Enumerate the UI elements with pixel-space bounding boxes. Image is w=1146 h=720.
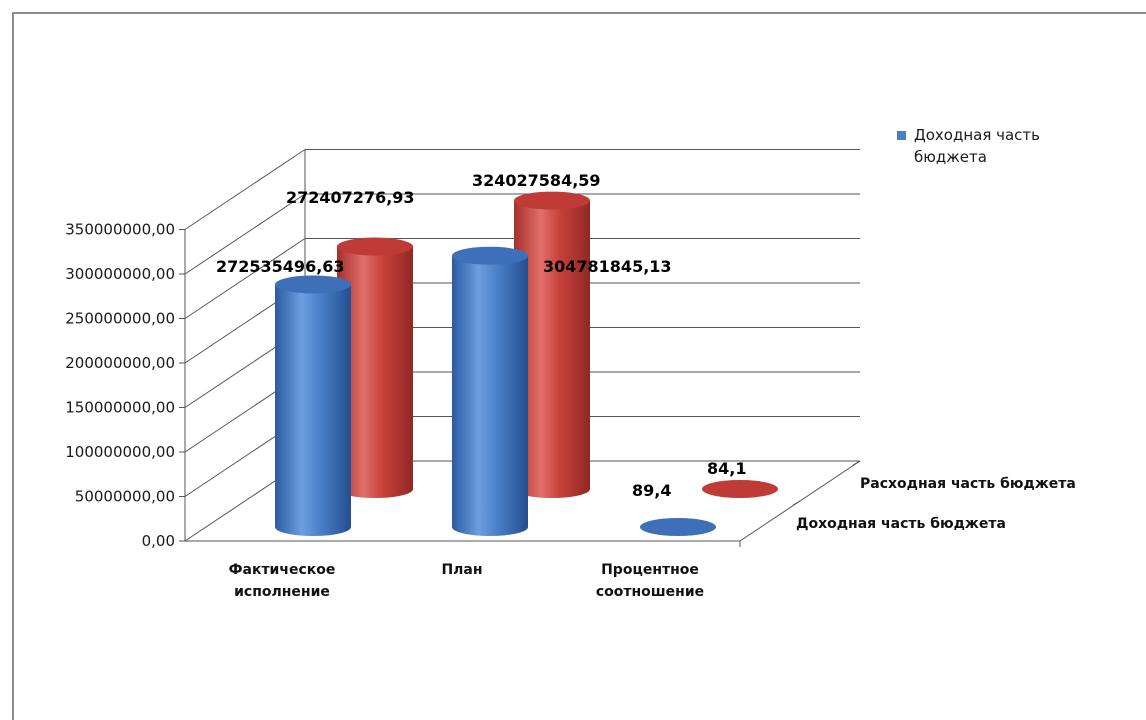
data-label-income: 89,4 [632,481,671,500]
depth-axis-label: Доходная часть бюджета [796,516,1006,532]
x-category-label: Процентное [601,562,699,578]
blue-cylinder-top [275,275,351,294]
y-tick-label: 350000000,00 [65,221,175,239]
x-category-label: соотношение [596,584,704,600]
data-label-expense: 272407276,93 [286,188,415,207]
side-wall-line [184,238,306,319]
red-cylinder-top [514,191,590,210]
data-label-income: 304781845,13 [543,257,672,276]
x-category-label: исполнение [234,584,330,600]
blue-cylinder [275,275,351,536]
red-cylinder [337,237,413,498]
legend-label-line: Доходная часть [914,126,1040,144]
y-tick-label: 200000000,00 [65,354,175,372]
red-cylinder-top [337,237,413,256]
y-tick-label: 150000000,00 [65,399,175,417]
data-label-expense: 324027584,59 [472,171,601,190]
red-cylinder-disc [702,480,778,498]
blue-cylinder [640,518,716,536]
blue-cylinder-body [275,284,351,536]
y-tick-label: 50000000,00 [75,488,175,506]
data-label-expense: 84,1 [707,459,746,478]
legend-swatch-income [897,131,906,140]
side-wall-line [184,149,306,230]
y-tick-label: 100000000,00 [65,443,175,461]
data-label-income: 272535496,63 [216,257,345,276]
side-wall-line [184,193,306,275]
blue-cylinder [452,246,528,537]
x-category-label: План [441,562,482,578]
depth-tick [792,500,801,506]
x-category-label: Фактическое [229,562,336,578]
blue-cylinder-top [452,246,528,265]
depth-tick [852,460,861,466]
y-tick-label: 250000000,00 [65,310,175,328]
red-cylinder-body [337,246,413,498]
red-cylinder [702,480,778,498]
red-cylinder [514,191,590,498]
legend-label-line: бюджета [914,148,987,166]
blue-cylinder-body [452,255,528,537]
y-tick-label: 300000000,00 [65,265,175,283]
y-tick-label: 0,00 [142,532,175,550]
red-cylinder-body [514,200,590,498]
blue-cylinder-disc [640,518,716,536]
depth-axis-label: Расходная часть бюджета [860,476,1076,492]
